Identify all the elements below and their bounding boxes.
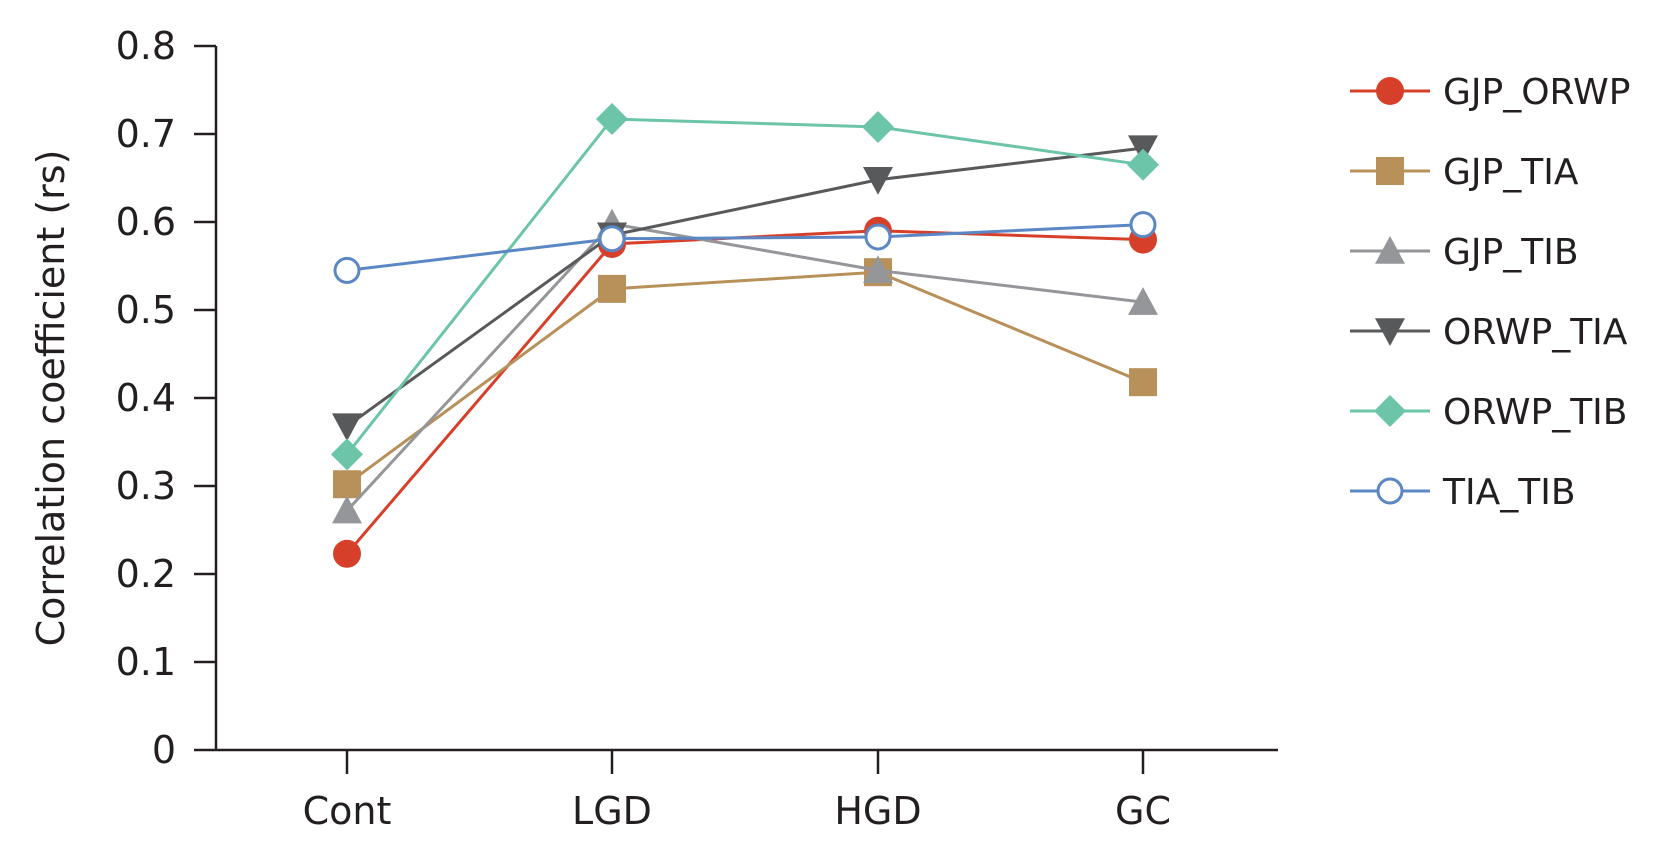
series-orwp-tib — [331, 103, 1159, 471]
y-tick-label: 0.7 — [116, 112, 176, 156]
legend-label: GJP_TIB — [1443, 232, 1579, 273]
data-point — [1128, 287, 1158, 315]
data-point — [332, 413, 362, 442]
legend-label: GJP_ORWP — [1443, 72, 1630, 113]
y-tick-label: 0 — [152, 728, 176, 772]
data-point — [332, 495, 362, 524]
series-line — [346, 146, 1144, 428]
legend-marker — [1376, 477, 1404, 505]
legend-marker — [1376, 157, 1404, 185]
data-point — [596, 103, 628, 136]
legend-label: TIA_TIB — [1442, 472, 1576, 513]
data-point — [333, 470, 361, 499]
legend-item: GJP_ORWP — [1350, 72, 1630, 113]
legend-marker — [1376, 77, 1404, 105]
data-point — [598, 225, 626, 253]
data-point — [1129, 211, 1157, 239]
data-point — [863, 255, 893, 284]
x-tick-label: GC — [1115, 789, 1171, 833]
legend-item: GJP_TIA — [1350, 152, 1579, 193]
series-gjp-tia — [333, 258, 1157, 499]
y-tick-label: 0.2 — [116, 552, 176, 596]
y-tick-label: 0.3 — [116, 464, 176, 508]
legend-label: ORWP_TIB — [1443, 392, 1628, 433]
x-tick-label: LGD — [572, 789, 652, 833]
legend-marker — [1375, 236, 1405, 264]
y-tick-label: 0.5 — [116, 288, 176, 332]
legend-label: GJP_TIA — [1443, 152, 1579, 193]
legend-item: ORWP_TIB — [1350, 392, 1628, 433]
data-point — [333, 539, 361, 568]
y-tick-label: 0.6 — [116, 200, 176, 244]
x-axis: Cont LGD HGD GC — [216, 748, 1278, 833]
y-axis-title: Correlation coefficient (rs) — [29, 150, 73, 647]
data-point — [864, 223, 892, 251]
series-line — [345, 222, 1144, 512]
data-point — [333, 256, 361, 284]
y-tick-label: 0.8 — [116, 24, 176, 68]
series-line — [346, 223, 1144, 272]
legend-marker — [1374, 395, 1406, 427]
series-tia-tib — [333, 211, 1157, 284]
legend-item: GJP_TIB — [1350, 232, 1579, 273]
data-point — [598, 274, 626, 303]
y-axis: 0 0.1 0.2 0.3 0.4 0.5 0.6 0.7 0.8 — [116, 24, 218, 772]
data-point — [331, 438, 363, 471]
series-line — [346, 270, 1144, 486]
legend-item: ORWP_TIA — [1350, 312, 1628, 353]
x-tick-label: HGD — [834, 789, 921, 833]
data-point — [1129, 368, 1157, 397]
data-point — [863, 167, 893, 195]
series-line — [345, 117, 1144, 456]
legend-label: ORWP_TIA — [1443, 312, 1628, 353]
x-tick-label: Cont — [303, 789, 392, 833]
data-point — [1127, 148, 1159, 181]
series-layer — [331, 103, 1159, 568]
y-tick-label: 0.1 — [116, 640, 176, 684]
legend: GJP_ORWP GJP_TIA GJP_TIB ORWP_TIA ORWP_TIB TI… — [1350, 72, 1630, 513]
y-tick-label: 0.4 — [116, 376, 176, 420]
legend-marker — [1375, 318, 1405, 346]
data-point — [862, 110, 894, 143]
legend-item: TIA_TIB — [1350, 472, 1576, 513]
